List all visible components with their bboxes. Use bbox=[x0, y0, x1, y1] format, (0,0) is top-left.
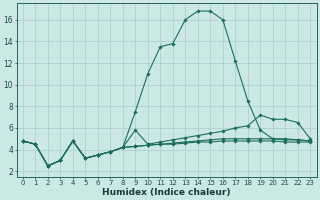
X-axis label: Humidex (Indice chaleur): Humidex (Indice chaleur) bbox=[102, 188, 231, 197]
